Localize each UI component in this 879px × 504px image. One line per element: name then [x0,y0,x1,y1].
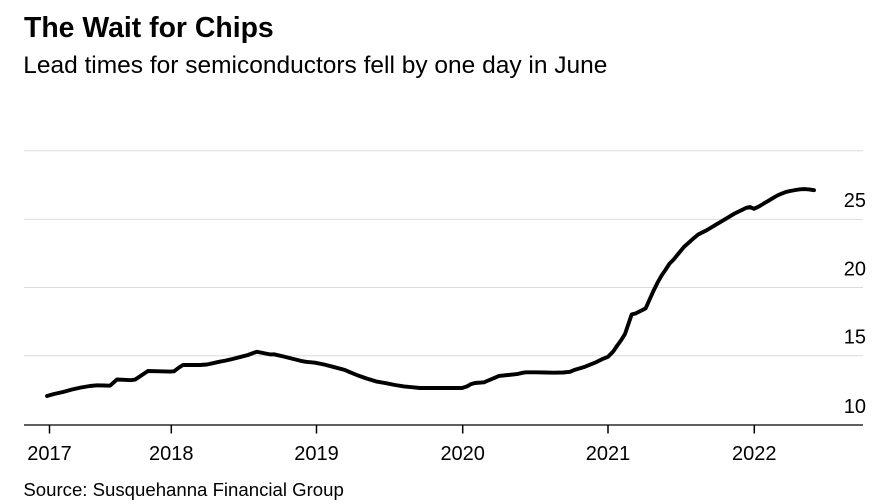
svg-text:2017: 2017 [27,443,72,465]
svg-text:10: 10 [844,396,866,418]
svg-text:2021: 2021 [586,443,631,465]
svg-text:20: 20 [844,258,866,280]
svg-text:15: 15 [844,327,866,349]
svg-text:2022: 2022 [732,443,777,465]
svg-text:2019: 2019 [294,443,339,465]
svg-text:25: 25 [844,190,866,212]
svg-text:2020: 2020 [440,443,485,465]
svg-text:2018: 2018 [149,443,194,465]
